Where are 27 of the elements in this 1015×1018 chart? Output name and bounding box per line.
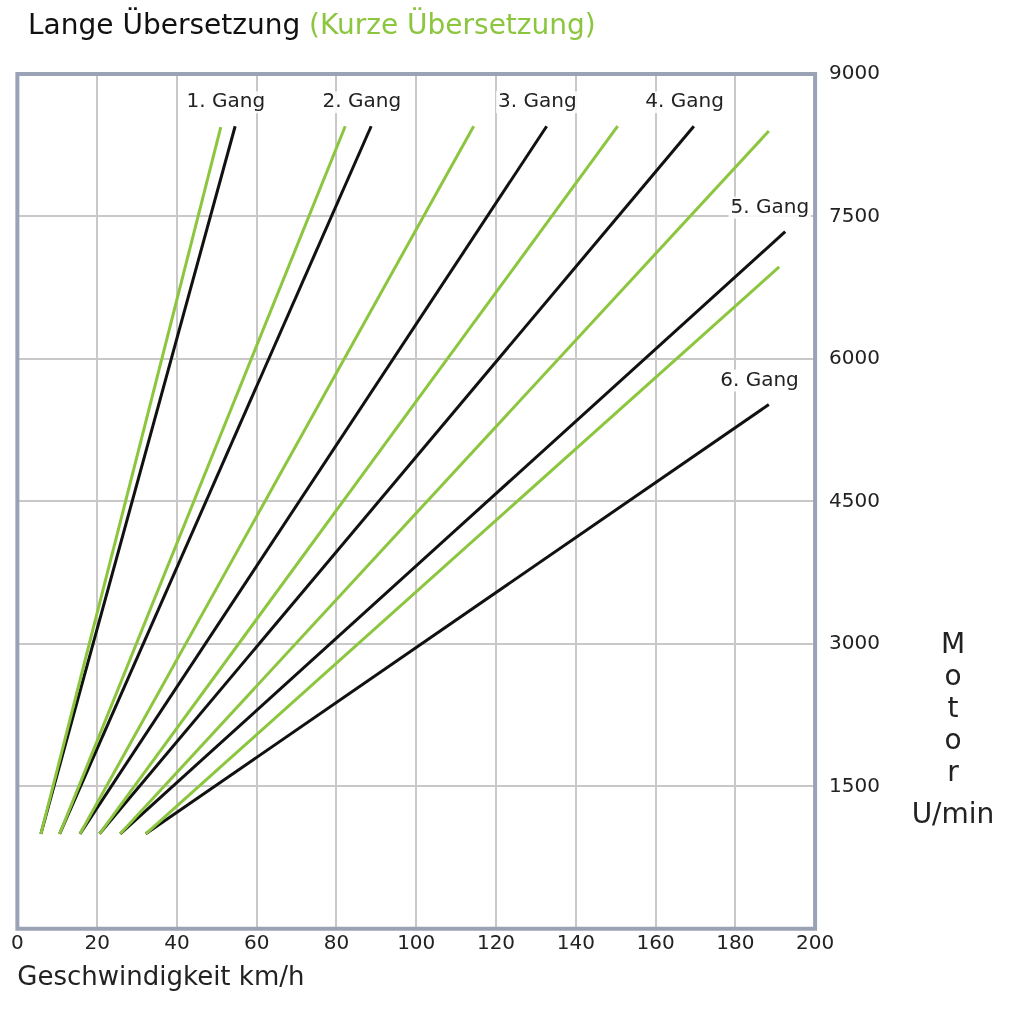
- x-tick-label: 140: [556, 930, 595, 954]
- x-tick-label: 0: [11, 930, 24, 954]
- y-tick-label: 9000: [829, 60, 881, 85]
- annotation: 1. Gang: [186, 88, 266, 113]
- annotation: 2. Gang: [322, 88, 402, 113]
- x-tick-label: 200: [796, 930, 835, 954]
- x-tick-label: 80: [323, 930, 350, 954]
- y-tick-label: 6000: [829, 345, 881, 370]
- annotation: 4. Gang: [645, 88, 724, 113]
- x-tick-label: 180: [716, 930, 755, 954]
- y-tick-label: 4500: [829, 487, 881, 512]
- x-tick-label: 100: [397, 930, 436, 954]
- annotation: 5. Gang: [730, 193, 810, 218]
- y-axis-title: Motor U/min: [910, 627, 996, 830]
- x-tick-label: 120: [476, 930, 516, 954]
- x-axis-title: Geschwindigkeit km/h: [17, 961, 305, 992]
- y-tick-label: 1500: [829, 772, 881, 797]
- x-tick-label: 160: [636, 930, 675, 954]
- chart-subtitle: (Kurze Übersetzung): [309, 8, 596, 41]
- annotation: 6. Gang: [720, 366, 799, 391]
- x-tick-label: 60: [243, 930, 270, 954]
- x-tick-label: 40: [164, 930, 190, 954]
- annotation: 3. Gang: [498, 88, 577, 113]
- y-tick-label: 3000: [829, 630, 881, 655]
- x-tick-label: 20: [84, 930, 110, 954]
- chart-title: Lange Übersetzung: [28, 8, 301, 41]
- y-tick-label: 7500: [829, 202, 881, 227]
